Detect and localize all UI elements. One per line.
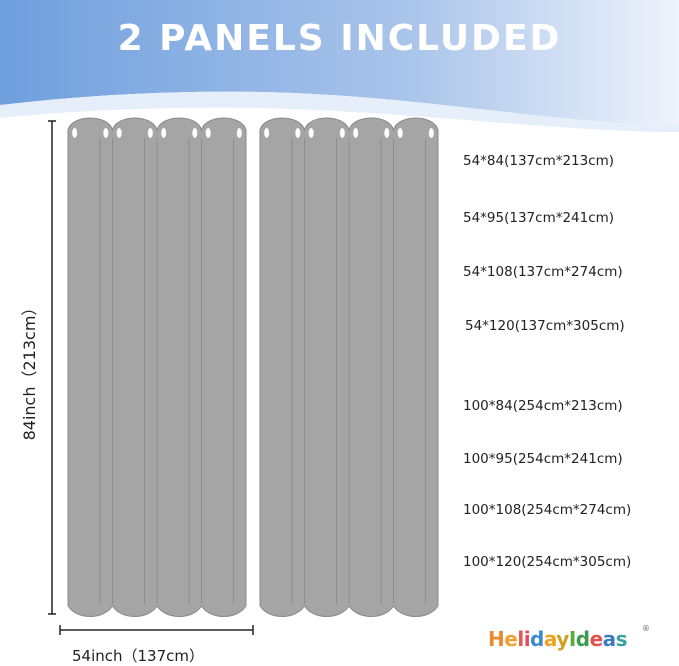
grommet-hole — [192, 128, 198, 138]
size-option: 54*84(137cm*213cm) — [463, 153, 615, 169]
size-option: 54*120(137cm*305cm) — [465, 318, 625, 334]
header-wave-light — [0, 91, 679, 132]
grommet-hole — [236, 128, 242, 138]
grommet-hole — [428, 128, 434, 138]
grommet-hole — [161, 128, 167, 138]
size-option: 100*95(254cm*241cm) — [463, 451, 623, 467]
grommet-hole — [397, 128, 403, 138]
grommet-hole — [116, 128, 122, 138]
size-option: 54*108(137cm*274cm) — [463, 264, 623, 280]
grommet-hole — [384, 128, 390, 138]
grommet-hole — [339, 128, 345, 138]
grommet-hole — [264, 128, 270, 138]
size-option: 100*120(254cm*305cm) — [463, 554, 632, 570]
grommet-hole — [72, 128, 78, 138]
grommet-hole — [103, 128, 109, 138]
grommet-hole — [205, 128, 211, 138]
width-label: 54inch（137cm） — [72, 647, 205, 665]
grommet-hole — [308, 128, 314, 138]
brand-logo: HelidayIdeas — [488, 627, 628, 651]
width-arrow — [59, 625, 254, 635]
header-banner — [0, 0, 679, 125]
grommet-hole — [147, 128, 153, 138]
page-title: 2 PANELS INCLUDED — [117, 18, 562, 59]
grommet-hole — [295, 128, 301, 138]
height-label: 84inch（213cm） — [20, 299, 39, 441]
size-option: 100*108(254cm*274cm) — [463, 502, 632, 518]
size-option: 54*95(137cm*241cm) — [463, 210, 615, 226]
size-option: 100*84(254cm*213cm) — [463, 398, 623, 414]
registered-mark: ® — [642, 624, 650, 633]
height-arrow — [48, 120, 56, 615]
grommet-hole — [353, 128, 359, 138]
